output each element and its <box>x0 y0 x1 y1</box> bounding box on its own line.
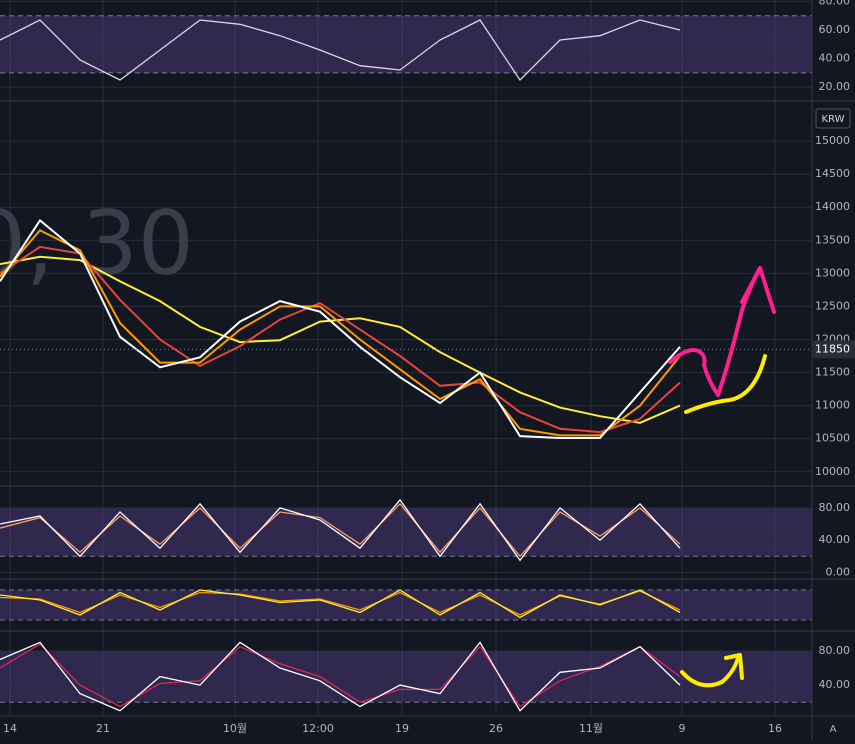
scale-button: A <box>830 724 837 735</box>
currency-label: KRW <box>822 114 845 125</box>
y-tick-label: 11000 <box>815 399 850 412</box>
x-tick-label: 12:00 <box>302 722 334 735</box>
y-tick-label: 10000 <box>815 465 850 478</box>
y-tick-label: 80.00 <box>819 0 851 7</box>
series-line <box>0 255 681 424</box>
y-tick-label: 80.00 <box>819 501 851 514</box>
y-tick-label: 12500 <box>815 299 850 312</box>
y-tick-label: 60.00 <box>819 23 851 36</box>
x-tick-label: 21 <box>96 722 110 735</box>
series-line <box>0 502 681 558</box>
y-tick-label: 40.00 <box>819 533 851 546</box>
y-tick-label: 80.00 <box>819 644 851 657</box>
y-tick-label: 40.00 <box>819 52 851 65</box>
x-tick-label: 14 <box>3 722 17 735</box>
last-price-box <box>813 340 855 359</box>
x-tick-label: 10월 <box>223 722 247 735</box>
band <box>0 507 812 557</box>
yellow-swoop-head <box>724 653 744 680</box>
yellow-swoop <box>680 656 740 688</box>
x-tick-label: 11월 <box>579 722 603 735</box>
y-tick-label: 13500 <box>815 233 850 246</box>
series-line <box>0 218 681 439</box>
y-tick-label: 15000 <box>815 134 850 147</box>
y-tick-label: 13000 <box>815 266 850 279</box>
series-line <box>0 229 681 437</box>
band <box>0 15 812 73</box>
y-tick-label: 40.00 <box>819 678 851 691</box>
series-line <box>0 641 681 712</box>
last-price-label: 11850 <box>815 342 850 355</box>
series-line <box>0 498 681 562</box>
y-tick-label: 10500 <box>815 432 850 445</box>
series-line <box>0 589 681 619</box>
x-tick-label: 19 <box>395 722 409 735</box>
x-tick-label: 16 <box>768 722 782 735</box>
watermark: 0, 30 <box>0 192 194 295</box>
x-tick-label: 9 <box>679 722 686 735</box>
series-line <box>0 643 681 708</box>
y-tick-label: 20.00 <box>819 80 851 93</box>
y-tick-label: 14000 <box>815 200 850 213</box>
band <box>0 650 812 703</box>
annotations <box>668 266 776 688</box>
y-tick-label: 11500 <box>815 366 850 379</box>
pink-arrow <box>668 266 762 397</box>
series-line <box>0 19 681 82</box>
pink-arrow-head <box>740 266 776 314</box>
y-tick-label: 0.00 <box>826 565 851 578</box>
currency-box <box>815 108 851 129</box>
yellow-stroke <box>684 354 767 414</box>
y-tick-label: 14500 <box>815 167 850 180</box>
series-line <box>0 245 681 434</box>
x-tick-label: 26 <box>489 722 503 735</box>
